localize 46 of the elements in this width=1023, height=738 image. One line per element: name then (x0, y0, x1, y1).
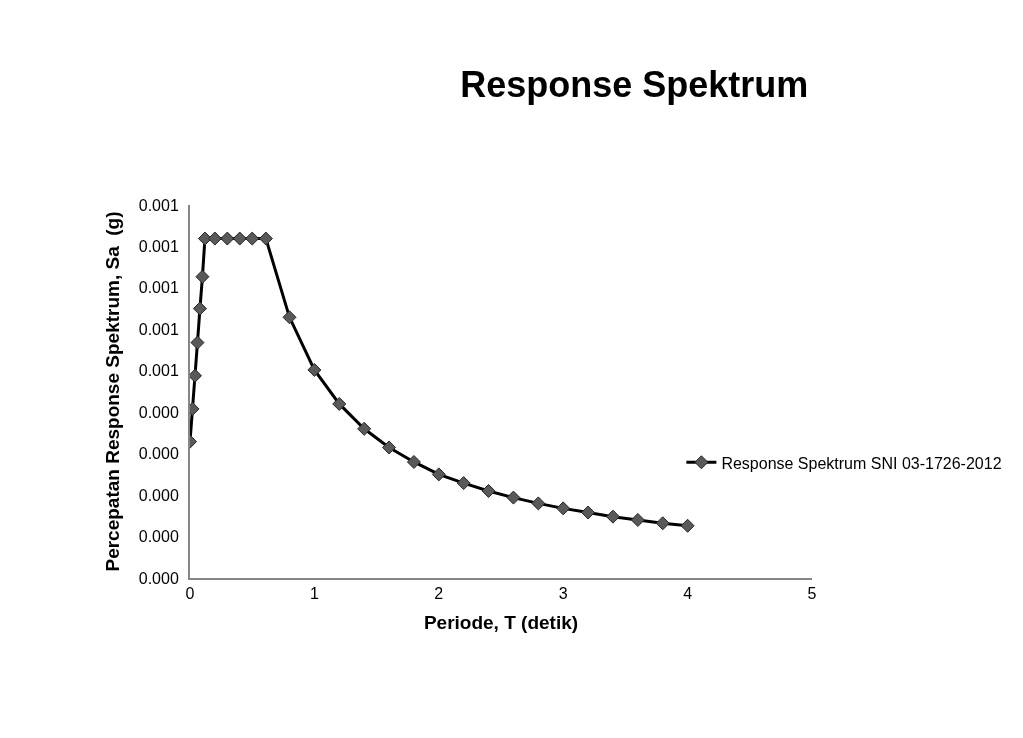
x-tick-label: 1 (309, 585, 319, 603)
x-tick-label: 3 (558, 585, 568, 603)
chart-title: Response Spektrum (460, 64, 809, 106)
point (207, 231, 222, 246)
legend-label: Response Spektrum SNI 03-1726-2012 (721, 454, 1002, 472)
y-tick-label: 0.000 (138, 486, 179, 504)
x-tick-label: 4 (683, 585, 693, 603)
x-tick-label: 2 (434, 585, 444, 603)
y-tick-label: 0.001 (138, 279, 179, 297)
y-tick-label: 0.000 (138, 403, 179, 421)
x-tick-label: 0 (185, 585, 195, 603)
point (195, 269, 210, 284)
y-tick-label: 0.001 (138, 238, 179, 256)
point (192, 301, 207, 316)
point (655, 516, 670, 531)
point (456, 476, 471, 491)
point (531, 496, 546, 511)
point (307, 362, 322, 377)
point (258, 231, 273, 246)
point (481, 483, 496, 498)
point (605, 509, 620, 524)
point (382, 440, 397, 455)
y-tick-label: 0.000 (138, 445, 179, 463)
point (680, 518, 695, 533)
point (357, 421, 372, 436)
point (556, 501, 571, 516)
point (332, 396, 347, 411)
point (282, 310, 297, 325)
point (506, 490, 521, 505)
y-tick-label: 0.001 (138, 320, 179, 338)
x-axis-title: Periode, T (detik) (423, 611, 579, 633)
point (581, 505, 596, 520)
x-tick-label: 5 (807, 585, 817, 603)
point (431, 467, 446, 482)
y-tick-label: 0.001 (138, 196, 179, 214)
y-tick-label: 0.000 (138, 528, 179, 546)
point (232, 231, 247, 246)
point (245, 231, 260, 246)
point (406, 454, 421, 469)
y-tick-label: 0.001 (138, 362, 179, 380)
point (190, 335, 205, 350)
y-tick-label: 0.000 (138, 569, 179, 587)
y-axis-title: Percepatan Response Spektrum, Sa (g) (102, 211, 124, 572)
point (220, 231, 235, 246)
point (197, 231, 212, 246)
point (630, 512, 645, 527)
